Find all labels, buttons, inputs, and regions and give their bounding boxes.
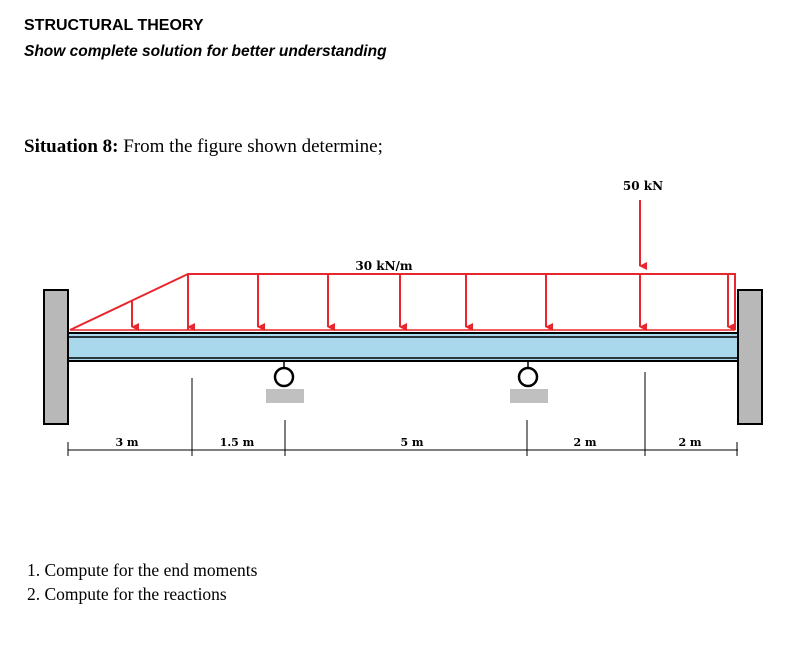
load-arrows (131, 274, 735, 331)
beam (67, 332, 739, 362)
point-load-label: 50 kN (623, 179, 663, 193)
dimension-label: 2 m (678, 436, 701, 449)
situation-statement: Situation 8: From the figure shown deter… (24, 136, 383, 158)
dimension-line (67, 372, 738, 456)
course-subtitle: Show complete solution for better unders… (24, 43, 387, 60)
dimension-label: 1.5 m (220, 436, 255, 449)
question-2: 2. Compute for the reactions (27, 584, 227, 604)
roller-support-1 (266, 361, 304, 403)
right-fixed-support (737, 289, 763, 425)
situation-text: From the figure shown determine; (123, 136, 383, 157)
dimension-label: 3 m (115, 436, 138, 449)
dimension-label: 5 m (400, 436, 423, 449)
situation-label: Situation 8: (24, 136, 119, 157)
left-fixed-support (43, 289, 69, 425)
distributed-load-label: 30 kN/m (355, 259, 413, 273)
roller-support-2 (510, 361, 548, 403)
dimension-label: 2 m (573, 436, 596, 449)
course-title: STRUCTURAL THEORY (24, 17, 204, 34)
distributed-load (69, 273, 736, 331)
question-1: 1. Compute for the end moments (27, 560, 258, 580)
